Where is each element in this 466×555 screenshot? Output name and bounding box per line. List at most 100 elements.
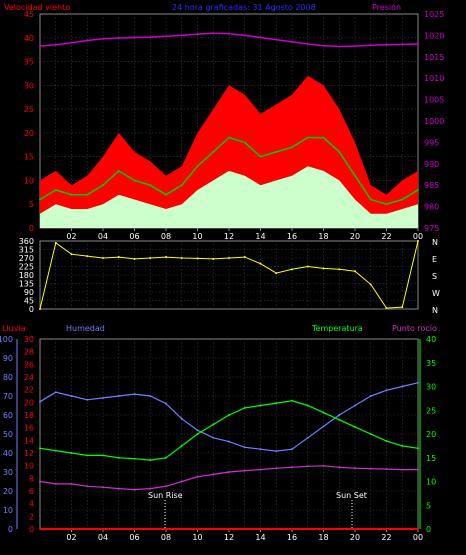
- wind-average-point: [70, 193, 73, 196]
- rain-label: Lluvia: [2, 324, 26, 333]
- wind-direction-point: [149, 257, 152, 259]
- temperature-label: Temperatura: [311, 324, 363, 333]
- climate-time-axis: 02 04 06 08 10 12 14 16 18 20 22 00: [66, 529, 423, 542]
- temperature-tick: 5: [426, 501, 431, 510]
- wind-direction-point: [196, 257, 199, 260]
- wind-direction-point: [338, 268, 341, 271]
- wind-direction-point: [243, 256, 246, 259]
- wind-average-point: [196, 165, 199, 168]
- dewpoint-point: [133, 488, 136, 491]
- dewpoint-point: [117, 487, 120, 490]
- wind-average-point: [243, 141, 246, 144]
- pressure-point: [369, 44, 372, 47]
- temperature-point: [102, 454, 104, 457]
- time-tick-label: 08: [161, 232, 171, 241]
- rain-tick: 18: [24, 411, 34, 420]
- wind-average-point: [86, 193, 89, 196]
- humidity-point: [275, 450, 278, 453]
- humidity-point: [354, 404, 356, 407]
- time-tick-label: 10: [192, 232, 202, 241]
- humidity-point: [417, 381, 419, 384]
- rain-point: [338, 528, 341, 530]
- direction-series: [39, 240, 419, 310]
- pressure-tick: 995: [424, 138, 439, 147]
- wind-direction-point: [133, 257, 136, 260]
- rain-point: [133, 528, 136, 530]
- dewpoint-point: [228, 471, 230, 473]
- dewpoint-point: [212, 473, 215, 476]
- compass-label: N: [432, 306, 438, 315]
- wind-time-axis: 02 04 06 08 10 12 14 16 18 20 22 00: [66, 228, 423, 241]
- direction-tick: 225: [19, 263, 34, 272]
- wind-direction-point: [275, 272, 278, 275]
- time-tick-label: 12: [224, 533, 234, 542]
- direction-panel-grid: [40, 241, 418, 309]
- humidity-tick: 0: [8, 525, 13, 534]
- temperature-point: [86, 454, 89, 457]
- temperature-point: [133, 457, 136, 460]
- humidity-point: [133, 393, 136, 396]
- time-tick-label: 22: [381, 232, 391, 241]
- wind-speed-tick: 20: [24, 129, 34, 138]
- wind-average-point: [259, 155, 262, 158]
- wind-average-point: [354, 174, 356, 177]
- wind-speed-tick: 5: [29, 200, 34, 209]
- temperature-point: [165, 456, 167, 459]
- temperature-point: [417, 447, 419, 450]
- wind-average-point: [417, 188, 419, 191]
- time-tick-label: 06: [129, 232, 139, 241]
- wind-direction-point: [322, 267, 325, 270]
- wind-average-point: [338, 150, 341, 153]
- humidity-point: [369, 395, 372, 397]
- time-tick-label: 22: [381, 533, 391, 542]
- temperature-point: [39, 447, 41, 450]
- wind-series: [39, 32, 419, 228]
- dewpoint-point: [322, 464, 325, 467]
- dewpoint-point: [401, 468, 404, 471]
- wind-direction-point: [401, 306, 404, 309]
- time-tick-label: 08: [161, 533, 171, 542]
- wind-average-point: [401, 198, 404, 201]
- wind-speed-tick: 10: [24, 176, 34, 185]
- temperature-axis: 0 5 10 15 20 25 30 35 40: [419, 335, 436, 534]
- humidity-tick: 40: [3, 449, 13, 458]
- wind-average-point: [369, 198, 372, 201]
- wind-speed-tick: 15: [24, 153, 34, 162]
- wind-direction-point: [291, 268, 293, 271]
- wind-speed-tick: 0: [29, 224, 34, 233]
- rain-point: [117, 528, 120, 530]
- pressure-point: [417, 42, 419, 45]
- wind-speed-tick: 25: [24, 105, 34, 114]
- rain-point: [54, 528, 57, 530]
- time-tick-label: 04: [98, 232, 108, 241]
- rain-point: [196, 528, 199, 530]
- rain-tick: 26: [24, 360, 34, 369]
- temperature-point: [306, 404, 309, 407]
- direction-tick: 360: [19, 237, 34, 246]
- chart-date-title: 24 hora graficadas: 31 Agosto 2008: [172, 3, 316, 12]
- rain-point: [86, 528, 89, 530]
- wind-low-area: [40, 166, 418, 228]
- rain-tick: 20: [24, 398, 34, 407]
- pressure-point: [243, 34, 246, 37]
- rain-point: [354, 528, 356, 530]
- wind-average-point: [54, 188, 57, 191]
- time-tick-label: 12: [224, 232, 234, 241]
- rain-point: [228, 528, 230, 530]
- wind-direction-point: [228, 257, 230, 259]
- temperature-point: [354, 425, 356, 428]
- rain-point: [39, 528, 41, 530]
- wind-direction-point: [54, 241, 57, 244]
- humidity-point: [338, 414, 341, 416]
- temperature-point: [275, 402, 278, 405]
- rain-point: [149, 528, 152, 530]
- humidity-point: [54, 391, 57, 394]
- humidity-tick: 100: [0, 335, 13, 344]
- dewpoint-point: [70, 482, 73, 485]
- humidity-point: [306, 436, 309, 439]
- humidity-tick: 80: [3, 373, 13, 382]
- temperature-point: [117, 456, 120, 459]
- dewpoint-point: [354, 467, 356, 470]
- wind-average-point: [165, 193, 167, 196]
